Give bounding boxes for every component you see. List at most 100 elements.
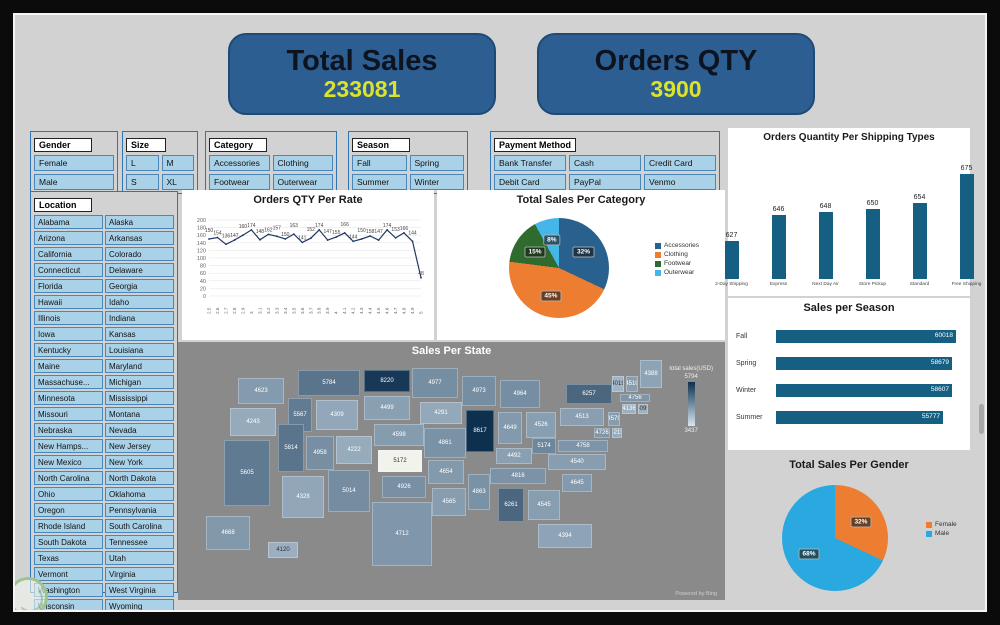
location-option[interactable]: Mississippi [105,391,174,405]
map-state-AL[interactable]: 6261 [498,488,524,522]
payment-option[interactable]: Bank Transfer [494,155,566,171]
location-option[interactable]: Virginia [105,567,174,581]
season-bar[interactable]: 58607 [776,384,952,397]
location-option[interactable]: Iowa [34,327,103,341]
location-option[interactable]: Louisiana [105,343,174,357]
location-option[interactable]: Oklahoma [105,487,174,501]
map-state-OK[interactable]: 4926 [382,476,426,498]
location-option[interactable]: Ohio [34,487,103,501]
location-option[interactable]: California [34,247,103,261]
map-state-UT[interactable]: 4958 [306,436,334,470]
location-option[interactable]: Maryland [105,359,174,373]
map-state-ME[interactable]: 4388 [640,360,662,388]
map-state-MD[interactable]: 4726 [594,428,610,438]
location-option[interactable]: Nebraska [34,423,103,437]
shipping-bar[interactable] [818,212,833,279]
location-option[interactable]: Alaska [105,215,174,229]
gender-option[interactable]: Female [34,155,114,171]
location-option[interactable]: Pennsylvania [105,503,174,517]
location-option[interactable]: Kansas [105,327,174,341]
map-state-OH[interactable]: 4526 [526,412,556,438]
category-option[interactable]: Clothing [272,155,333,171]
location-option[interactable]: Washington [34,583,103,597]
gender-pie[interactable]: 32% 68% [782,485,888,591]
location-option[interactable]: Minnesota [34,391,103,405]
map-state-ND[interactable]: 8220 [364,370,410,392]
map-state-NC[interactable]: 4540 [548,454,606,470]
legend-item[interactable]: Female [926,521,957,528]
size-option[interactable]: M [161,155,194,171]
map-state-NY[interactable]: 6257 [566,384,612,404]
map-state-NM[interactable]: 5014 [328,470,370,512]
season-option[interactable]: Summer [352,174,407,190]
location-option[interactable]: Utah [105,551,174,565]
category-option[interactable]: Outerwear [272,174,333,190]
size-option[interactable]: XL [161,174,194,190]
map-state-HI[interactable]: 4120 [268,542,298,558]
map-state-IA[interactable]: 4291 [420,402,462,424]
location-option[interactable]: North Dakota [105,471,174,485]
location-option[interactable]: New York [105,455,174,469]
map-state-WY[interactable]: 4309 [316,400,358,430]
category-option[interactable]: Footwear [209,174,270,190]
location-option[interactable]: Maine [34,359,103,373]
map-state-KY[interactable]: 4492 [496,448,532,464]
location-option[interactable]: Hawaii [34,295,103,309]
map-state-MN[interactable]: 4977 [412,368,458,398]
location-option[interactable]: Georgia [105,279,174,293]
season-option[interactable]: Fall [352,155,407,171]
map-state-TN[interactable]: 4816 [490,468,546,484]
shipping-bar[interactable] [724,241,739,279]
location-option[interactable]: Connecticut [34,263,103,277]
location-option[interactable]: Arizona [34,231,103,245]
legend-item[interactable]: Footwear [655,260,699,267]
location-option[interactable]: New Hamps... [34,439,103,453]
map-state-NE[interactable]: 4598 [374,424,424,446]
size-option[interactable]: S [126,174,159,190]
map-state-LA[interactable]: 4565 [432,488,466,516]
location-option[interactable]: Massachuse... [34,375,103,389]
location-option[interactable]: Colorado [105,247,174,261]
payment-option[interactable]: Debit Card [494,174,566,190]
map-state-MT[interactable]: 5784 [298,370,360,396]
map-state-MA[interactable]: 4756 [620,394,650,402]
map-state-FL[interactable]: 4394 [538,524,592,548]
map-state-SC[interactable]: 4645 [562,474,592,492]
map-state-CO[interactable]: 4222 [336,436,372,464]
map-state-RI[interactable]: 4095 [638,404,648,414]
shipping-bar[interactable] [912,203,927,279]
gender-option[interactable]: Male [34,174,114,190]
location-option[interactable]: Oregon [34,503,103,517]
map-state-KS[interactable]: 5172 [378,450,422,472]
map-state-NJ[interactable]: 4579 [608,412,620,426]
location-option[interactable]: Idaho [105,295,174,309]
location-option[interactable]: Indiana [105,311,174,325]
location-option[interactable]: Wyoming [105,599,174,613]
payment-option[interactable]: Venmo [644,174,716,190]
map-state-MS[interactable]: 4863 [468,474,490,510]
location-option[interactable]: New Jersey [105,439,174,453]
size-option[interactable]: L [126,155,159,171]
location-option[interactable]: Arkansas [105,231,174,245]
legend-item[interactable]: Outerwear [655,269,699,276]
map-state-NV[interactable]: 5814 [278,424,304,472]
shipping-bar[interactable] [959,174,974,279]
season-option[interactable]: Winter [409,174,464,190]
season-bar[interactable]: 55777 [776,411,943,424]
map-state-DE[interactable]: 4215 [612,428,622,438]
location-option[interactable]: Rhode Island [34,519,103,533]
category-pie[interactable]: 32% 45% 15% 8% [509,218,609,318]
map-state-TX[interactable]: 4712 [372,502,432,566]
location-option[interactable]: Delaware [105,263,174,277]
shipping-bar[interactable] [865,209,880,279]
location-option[interactable]: North Carolina [34,471,103,485]
map-state-PA[interactable]: 4513 [560,408,604,426]
location-option[interactable]: Kentucky [34,343,103,357]
map-state-NH[interactable]: 4510 [626,376,638,392]
location-option[interactable]: Nevada [105,423,174,437]
map-state-AR[interactable]: 4654 [428,460,464,484]
location-option[interactable]: Missouri [34,407,103,421]
location-option[interactable]: Vermont [34,567,103,581]
map-state-VA[interactable]: 4758 [558,440,608,452]
scrollbar-thumb[interactable] [979,404,984,434]
